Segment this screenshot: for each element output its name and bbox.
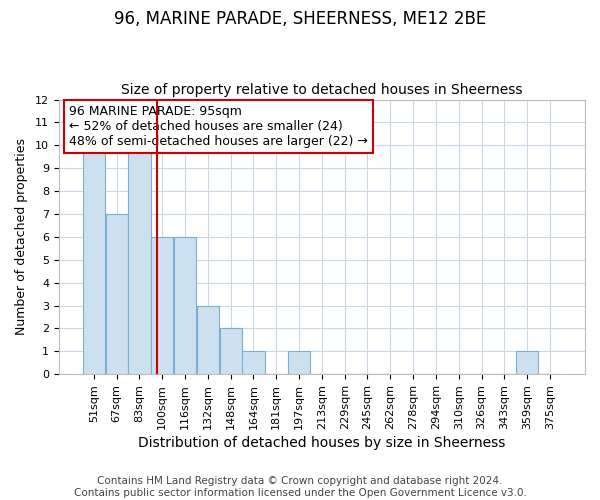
Bar xyxy=(242,352,265,374)
Y-axis label: Number of detached properties: Number of detached properties xyxy=(15,138,28,336)
Bar xyxy=(174,237,196,374)
Bar xyxy=(83,146,105,374)
Bar xyxy=(106,214,128,374)
X-axis label: Distribution of detached houses by size in Sheerness: Distribution of detached houses by size … xyxy=(138,436,506,450)
Title: Size of property relative to detached houses in Sheerness: Size of property relative to detached ho… xyxy=(121,83,523,97)
Bar xyxy=(516,352,538,374)
Bar xyxy=(151,237,173,374)
Bar xyxy=(197,306,219,374)
Text: 96 MARINE PARADE: 95sqm
← 52% of detached houses are smaller (24)
48% of semi-de: 96 MARINE PARADE: 95sqm ← 52% of detache… xyxy=(70,105,368,148)
Bar xyxy=(128,146,151,374)
Bar xyxy=(288,352,310,374)
Bar xyxy=(220,328,242,374)
Text: Contains HM Land Registry data © Crown copyright and database right 2024.
Contai: Contains HM Land Registry data © Crown c… xyxy=(74,476,526,498)
Text: 96, MARINE PARADE, SHEERNESS, ME12 2BE: 96, MARINE PARADE, SHEERNESS, ME12 2BE xyxy=(114,10,486,28)
